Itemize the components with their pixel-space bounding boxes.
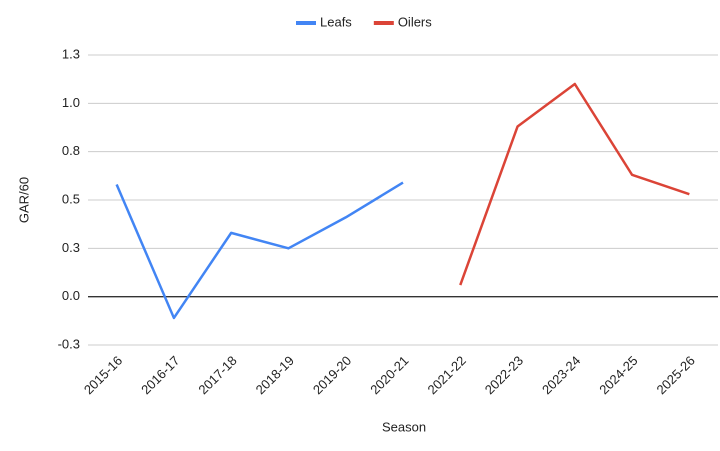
x-tick-label: 2022-23	[482, 353, 526, 397]
y-tick-label: -0.3	[58, 336, 80, 351]
x-tick-label: 2023-24	[539, 353, 583, 397]
x-tick-label: 2024-25	[596, 353, 640, 397]
x-tick-label: 2019-20	[310, 353, 354, 397]
y-tick-label: 1.0	[62, 95, 80, 110]
legend-label: Leafs	[320, 14, 352, 29]
x-tick-label: 2015-16	[81, 353, 125, 397]
x-tick-label: 2017-18	[195, 353, 239, 397]
y-tick-label: 0.8	[62, 143, 80, 158]
x-tick-label: 2020-21	[367, 353, 411, 397]
y-tick-label: 1.3	[62, 46, 80, 61]
y-tick-label: 0.0	[62, 288, 80, 303]
x-tick-label: 2018-19	[253, 353, 297, 397]
line	[115, 181, 404, 320]
line	[459, 82, 690, 286]
x-tick-label: 2016-17	[138, 353, 182, 397]
x-axis-title: Season	[382, 419, 426, 434]
x-tick-label: 2025-26	[654, 353, 698, 397]
y-axis-title: GAR/60	[16, 177, 31, 223]
y-tick-label: 0.5	[62, 191, 80, 206]
y-tick-label: 0.3	[62, 240, 80, 255]
x-tick-label: 2021-22	[424, 353, 468, 397]
legend-label: Oilers	[398, 14, 432, 29]
